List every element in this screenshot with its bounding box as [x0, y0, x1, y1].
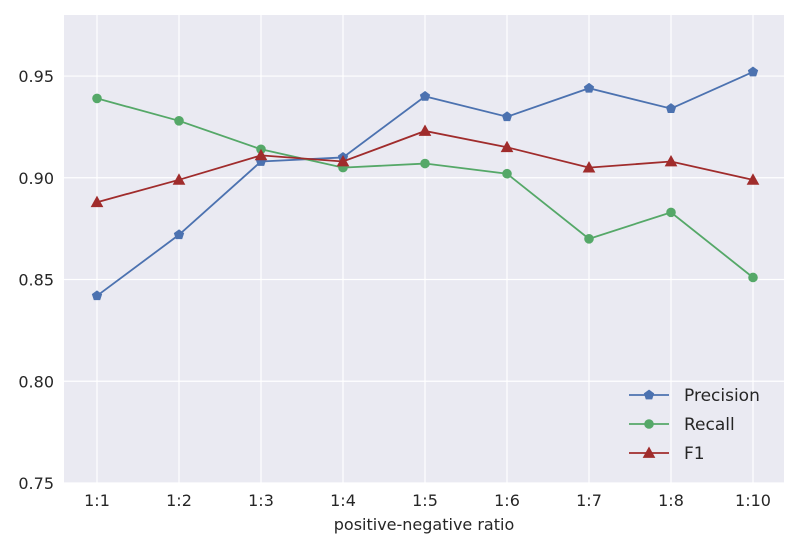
data-point-recall	[584, 234, 594, 244]
x-tick-label: 1:2	[166, 491, 192, 510]
grid	[64, 15, 784, 484]
legend: Precision Recall F1	[629, 386, 760, 464]
data-point-recall	[174, 116, 184, 126]
data-point-precision	[419, 90, 431, 101]
data-point-recall	[666, 207, 676, 218]
data-point-recall	[502, 168, 512, 179]
legend-label: Precision	[684, 386, 760, 406]
x-tick-label: 1:8	[658, 491, 684, 510]
legend-item-f1: F1	[629, 444, 705, 464]
x-tick-label: 1:10	[735, 491, 771, 510]
data-point-f1	[254, 148, 268, 161]
x-tick-label: 1:3	[248, 491, 274, 510]
legend-item-precision: Precision	[629, 386, 760, 406]
legend-marker-f1	[642, 446, 656, 458]
y-tick-label: 0.80	[18, 372, 54, 391]
legend-label: Recall	[684, 415, 735, 435]
data-point-f1	[582, 161, 596, 173]
tick-labels: 1:1 1:2 1:3 1:4 1:5 1:6 1:7 1:8 1:10 0.75 0.80 0.85…	[18, 67, 771, 510]
data-point-precision	[91, 290, 103, 301]
y-tick-label: 0.75	[18, 474, 54, 493]
series-recall	[92, 93, 758, 283]
data-point-precision	[747, 66, 759, 77]
data-point-f1	[418, 124, 432, 136]
y-tick-label: 0.85	[18, 271, 54, 290]
data-point-f1	[664, 154, 678, 167]
series	[90, 66, 760, 301]
legend-item-recall: Recall	[629, 415, 735, 435]
y-tick-label: 0.90	[18, 169, 54, 188]
data-point-f1	[500, 140, 514, 153]
x-tick-label: 1:7	[576, 491, 602, 510]
legend-marker-recall	[644, 419, 654, 429]
x-tick-label: 1:1	[84, 491, 110, 510]
legend-label: F1	[684, 444, 705, 464]
data-point-precision	[583, 82, 595, 93]
data-point-recall	[92, 93, 102, 104]
x-tick-label: 1:5	[412, 491, 438, 510]
data-point-recall	[748, 272, 758, 283]
data-point-f1	[90, 195, 104, 208]
data-point-precision	[665, 103, 677, 113]
x-tick-label: 1:4	[330, 491, 356, 510]
data-point-recall	[420, 158, 430, 169]
x-tick-label: 1:6	[494, 491, 520, 510]
data-point-f1	[172, 173, 186, 185]
data-point-f1	[336, 154, 350, 167]
y-tick-label: 0.95	[18, 67, 54, 86]
x-axis-label: positive-negative ratio	[334, 515, 514, 534]
data-point-precision	[501, 111, 513, 122]
legend-marker-precision	[643, 389, 655, 400]
data-point-precision	[173, 229, 185, 240]
data-point-f1	[746, 173, 760, 185]
series-f1	[90, 124, 760, 208]
plot-background	[64, 15, 784, 483]
